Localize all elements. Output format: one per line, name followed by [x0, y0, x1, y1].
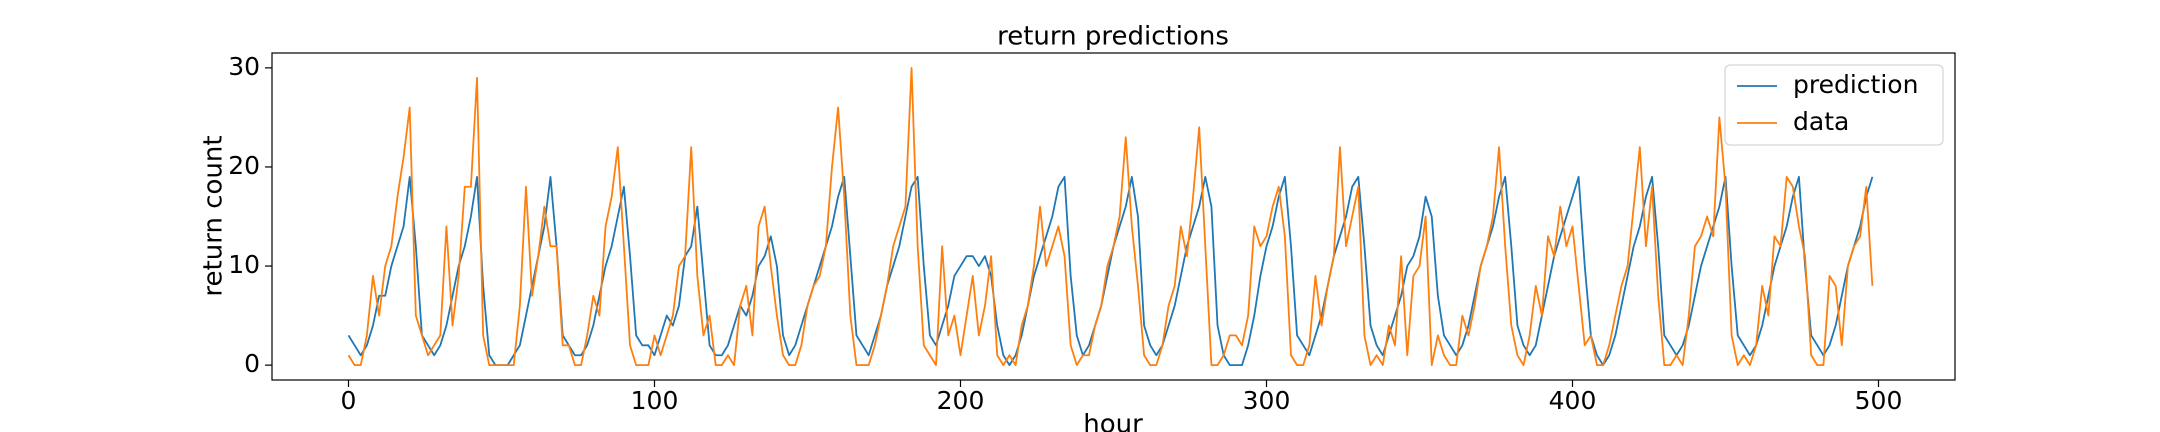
x-axis-label: hour — [1083, 410, 1143, 432]
x-tick-label: 500 — [1855, 386, 1903, 415]
y-tick-label: 0 — [244, 349, 260, 378]
legend-label: prediction — [1793, 70, 1918, 99]
data-line — [347, 66, 1874, 367]
y-tick-label: 30 — [228, 52, 260, 81]
x-tick-label: 0 — [341, 386, 357, 415]
x-tick-label: 200 — [937, 386, 985, 415]
plot-frame — [271, 52, 1956, 381]
y-tick-label: 20 — [228, 151, 260, 180]
legend-label: data — [1793, 107, 1849, 136]
y-axis-label: return count — [199, 135, 229, 296]
chart-title: return predictions — [997, 22, 1229, 52]
y-tick-label: 10 — [228, 250, 260, 279]
x-tick-label: 100 — [631, 386, 679, 415]
legend-box — [1724, 64, 1944, 146]
x-tick-label: 400 — [1549, 386, 1597, 415]
x-tick-label: 300 — [1243, 386, 1291, 415]
